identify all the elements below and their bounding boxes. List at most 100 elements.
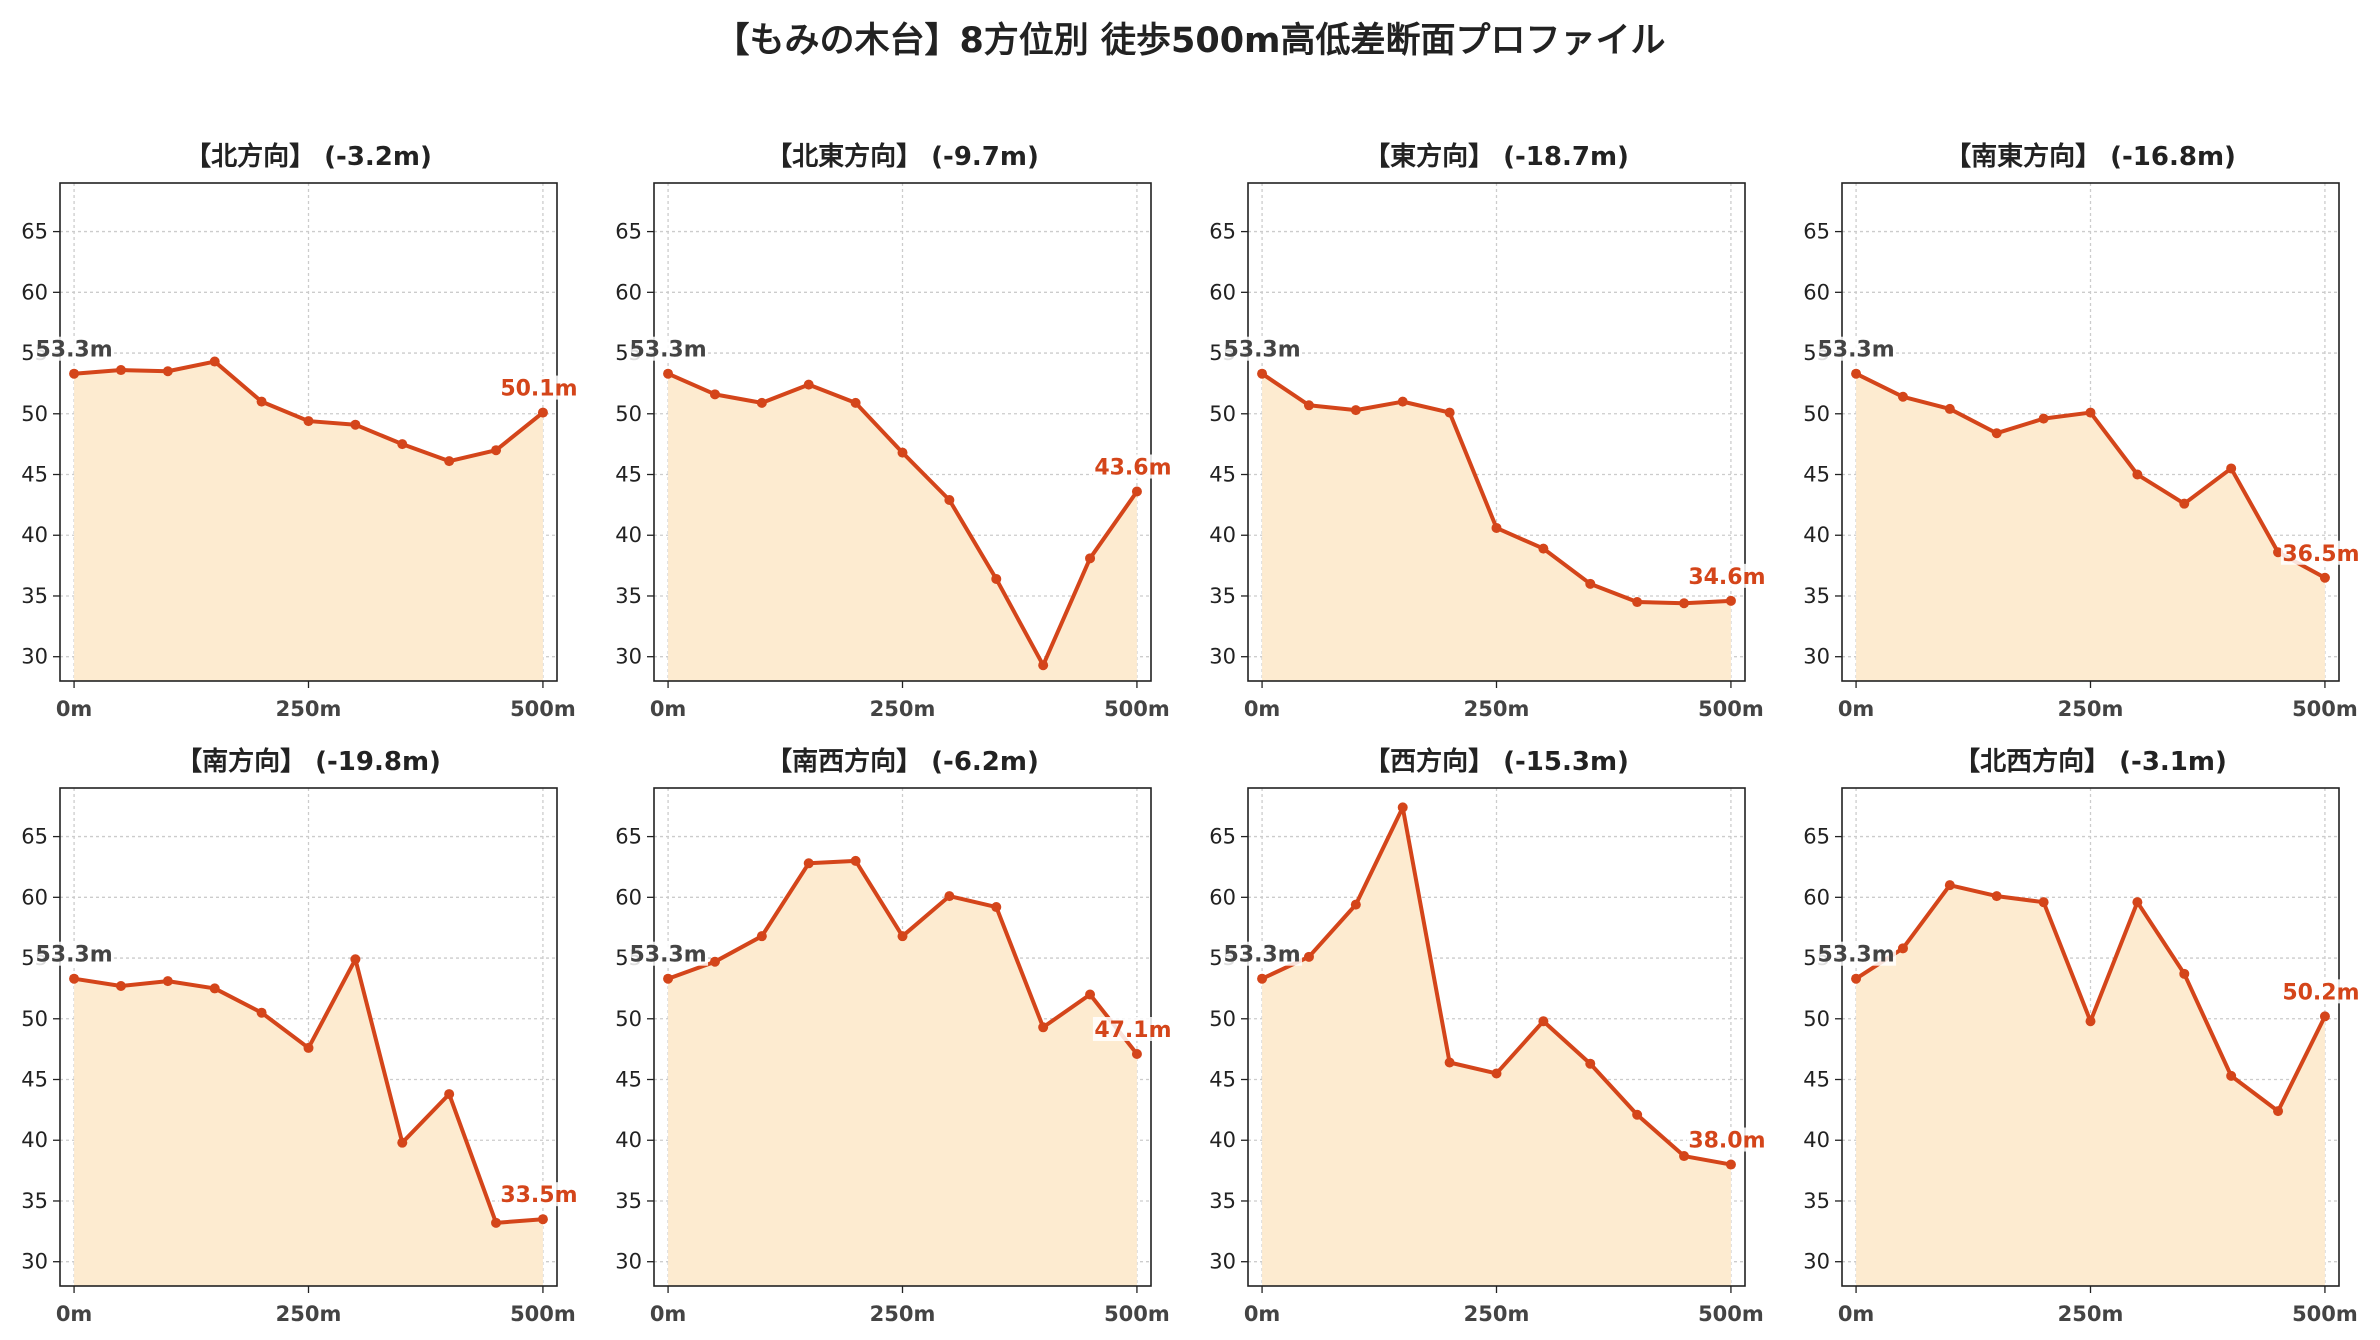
start-elevation-label: 53.3m bbox=[629, 943, 706, 968]
profile-point bbox=[209, 356, 220, 367]
profile-point bbox=[350, 954, 361, 965]
profile-point bbox=[756, 397, 767, 408]
end-elevation-label: 43.6m bbox=[1094, 456, 1171, 481]
chart-panel: 【南東方向】 (-16.8m)30354045505560650m250m500… bbox=[1803, 141, 2361, 721]
profile-point bbox=[1991, 428, 2002, 439]
profile-area bbox=[1262, 373, 1731, 681]
profile-area bbox=[1856, 373, 2325, 681]
profile-point bbox=[1350, 405, 1361, 416]
y-tick-label: 45 bbox=[615, 1068, 642, 1092]
profile-point bbox=[663, 973, 674, 984]
profile-point bbox=[1085, 553, 1096, 564]
x-tick-label: 500m bbox=[1104, 1302, 1170, 1326]
profile-point bbox=[2273, 547, 2284, 558]
end-elevation-label: 38.0m bbox=[1688, 1129, 1765, 1154]
profile-point bbox=[991, 573, 1002, 584]
y-tick-label: 60 bbox=[615, 885, 642, 909]
profile-point bbox=[162, 366, 173, 377]
y-tick-label: 30 bbox=[21, 1250, 48, 1274]
profile-point bbox=[850, 397, 861, 408]
profile-point bbox=[2319, 1011, 2330, 1022]
y-tick-label: 60 bbox=[1803, 280, 1830, 304]
profile-point bbox=[2132, 469, 2143, 480]
profile-point bbox=[1679, 1151, 1690, 1162]
x-tick-label: 0m bbox=[650, 1302, 687, 1326]
end-label-bg bbox=[2280, 979, 2361, 1004]
x-tick-label: 500m bbox=[1104, 697, 1170, 721]
profile-point bbox=[1725, 1159, 1736, 1170]
y-tick-label: 35 bbox=[1209, 584, 1236, 608]
x-tick-label: 250m bbox=[2058, 697, 2124, 721]
figure-title: 【もみの木台】8方位別 徒歩500m高低差断面プロファイル bbox=[714, 21, 1666, 61]
profile-area bbox=[74, 361, 543, 681]
x-tick-label: 250m bbox=[276, 697, 342, 721]
profile-point bbox=[2226, 1070, 2237, 1081]
x-tick-label: 250m bbox=[870, 697, 936, 721]
y-tick-label: 35 bbox=[21, 584, 48, 608]
y-tick-label: 60 bbox=[615, 280, 642, 304]
x-tick-label: 0m bbox=[1838, 697, 1875, 721]
y-tick-label: 60 bbox=[1209, 885, 1236, 909]
profile-point bbox=[897, 931, 908, 942]
profile-point bbox=[2038, 413, 2049, 424]
profile-point bbox=[491, 1217, 502, 1228]
profile-point bbox=[2179, 968, 2190, 979]
x-tick-label: 500m bbox=[1698, 697, 1764, 721]
profile-point bbox=[1851, 973, 1862, 984]
start-elevation-label: 53.3m bbox=[35, 943, 112, 968]
end-label-bg bbox=[498, 375, 579, 400]
profile-point bbox=[1444, 1057, 1455, 1068]
profile-point bbox=[1085, 989, 1096, 1000]
end-elevation-label: 34.6m bbox=[1688, 565, 1765, 590]
profile-point bbox=[897, 447, 908, 458]
y-tick-label: 60 bbox=[21, 280, 48, 304]
profile-point bbox=[115, 365, 126, 376]
profile-point bbox=[1632, 1109, 1643, 1120]
profile-point bbox=[209, 983, 220, 994]
y-tick-label: 50 bbox=[615, 1007, 642, 1031]
profile-point bbox=[69, 973, 80, 984]
profile-point bbox=[709, 389, 720, 400]
y-tick-label: 30 bbox=[1803, 645, 1830, 669]
start-elevation-label: 53.3m bbox=[629, 338, 706, 363]
start-elevation-label: 53.3m bbox=[1817, 338, 1894, 363]
x-tick-label: 250m bbox=[870, 1302, 936, 1326]
y-tick-label: 40 bbox=[21, 1128, 48, 1152]
x-tick-label: 0m bbox=[56, 697, 93, 721]
start-label-bg bbox=[1816, 941, 1897, 966]
y-tick-label: 30 bbox=[615, 645, 642, 669]
profile-point bbox=[1257, 368, 1268, 379]
profile-point bbox=[2132, 897, 2143, 908]
chart-panel: 【東方向】 (-18.7m)30354045505560650m250m500m… bbox=[1209, 141, 1767, 721]
profile-point bbox=[1897, 943, 1908, 954]
y-tick-label: 45 bbox=[1803, 463, 1830, 487]
y-tick-label: 35 bbox=[1803, 1189, 1830, 1213]
profile-point bbox=[256, 396, 267, 407]
panel-title: 【南西方向】 (-6.2m) bbox=[766, 746, 1039, 777]
profile-point bbox=[303, 416, 314, 427]
profile-area bbox=[668, 860, 1137, 1286]
end-elevation-label: 33.5m bbox=[500, 1183, 577, 1208]
x-tick-label: 250m bbox=[1464, 1302, 1530, 1326]
y-tick-label: 65 bbox=[21, 825, 48, 849]
panel-title: 【東方向】 (-18.7m) bbox=[1364, 141, 1629, 172]
y-tick-label: 50 bbox=[615, 402, 642, 426]
profile-area bbox=[74, 959, 543, 1286]
start-elevation-label: 53.3m bbox=[1223, 943, 1300, 968]
end-label-bg bbox=[1092, 454, 1173, 479]
x-tick-label: 0m bbox=[1244, 1302, 1281, 1326]
end-elevation-label: 50.1m bbox=[500, 377, 577, 402]
y-tick-label: 50 bbox=[1803, 402, 1830, 426]
chart-panel: 【北西方向】 (-3.1m)30354045505560650m250m500m… bbox=[1803, 746, 2361, 1326]
profile-point bbox=[663, 368, 674, 379]
y-tick-label: 30 bbox=[615, 1250, 642, 1274]
profile-point bbox=[444, 456, 455, 467]
profile-point bbox=[1632, 597, 1643, 608]
profile-point bbox=[850, 855, 861, 866]
y-tick-label: 65 bbox=[1803, 220, 1830, 244]
profile-point bbox=[709, 956, 720, 967]
profile-area bbox=[668, 373, 1137, 681]
x-tick-label: 0m bbox=[1244, 697, 1281, 721]
profile-point bbox=[1444, 407, 1455, 418]
